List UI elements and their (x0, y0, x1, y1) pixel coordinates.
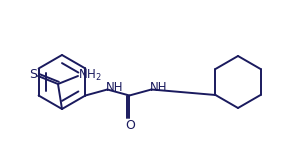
Text: S: S (29, 69, 37, 82)
Text: NH: NH (106, 81, 123, 94)
Text: O: O (126, 119, 135, 132)
Text: NH: NH (150, 81, 167, 94)
Text: NH$_2$: NH$_2$ (78, 67, 102, 83)
